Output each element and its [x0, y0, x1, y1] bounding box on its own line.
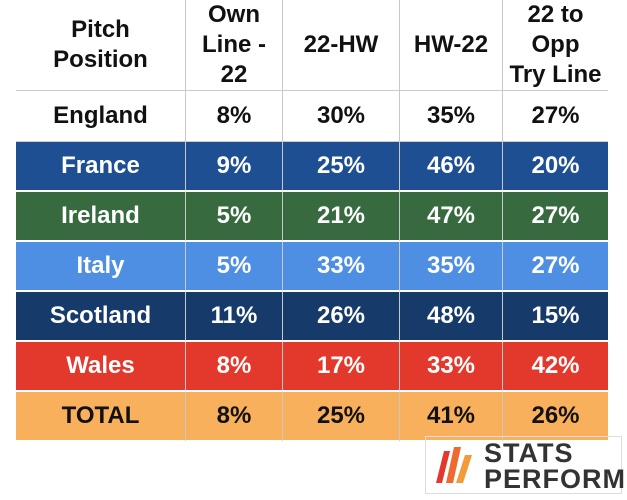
header-line: 22-HW [303, 31, 379, 58]
value-cell: 15% [503, 292, 608, 342]
value-cell: 27% [503, 192, 608, 242]
table-row: Italy 5% 33% 35% 27% [16, 242, 608, 292]
value-cell: 26% [503, 392, 608, 442]
value-cell: 5% [186, 192, 283, 242]
team-cell: TOTAL [16, 392, 186, 442]
team-cell: Scotland [16, 292, 186, 342]
value-cell: 17% [283, 342, 400, 392]
table-row: France 9% 25% 46% 20% [16, 142, 608, 192]
value-cell: 35% [400, 242, 503, 292]
value-cell: 46% [400, 142, 503, 192]
value-cell: 9% [186, 142, 283, 192]
logo-text: PERFORM [484, 464, 626, 494]
value-cell: 30% [283, 91, 400, 142]
header-cell: HW-22 [400, 0, 503, 91]
value-cell: 25% [283, 142, 400, 192]
value-cell: 8% [186, 392, 283, 442]
value-cell: 42% [503, 342, 608, 392]
value-cell: 47% [400, 192, 503, 242]
table: Pitch Position Own Line - 22 22-HW HW-22 22 to… [16, 0, 608, 442]
header-cell: Pitch Position [16, 0, 186, 91]
team-cell: France [16, 142, 186, 192]
logo-icon [436, 447, 472, 483]
value-cell: 11% [186, 292, 283, 342]
value-cell: 41% [400, 392, 503, 442]
header-line: Line - 22 [202, 31, 266, 88]
value-cell: 8% [186, 342, 283, 392]
header-cell: 22-HW [283, 0, 400, 91]
logo-text: STATS [484, 438, 574, 468]
value-cell: 26% [283, 292, 400, 342]
header-row: Pitch Position Own Line - 22 22-HW HW-22 22 to… [16, 0, 608, 91]
value-cell: 33% [400, 342, 503, 392]
value-cell: 35% [400, 91, 503, 142]
value-cell: 27% [503, 91, 608, 142]
value-cell: 8% [186, 91, 283, 142]
header-cell: Own Line - 22 [186, 0, 283, 91]
header-line: Position [53, 46, 148, 73]
value-cell: 21% [283, 192, 400, 242]
value-cell: 25% [283, 392, 400, 442]
team-cell: Wales [16, 342, 186, 392]
value-cell: 5% [186, 242, 283, 292]
header-line: Try Line [509, 61, 602, 88]
value-cell: 33% [283, 242, 400, 292]
header-line: 22 to Opp [527, 1, 584, 58]
team-cell: Italy [16, 242, 186, 292]
table-row: TOTAL 8% 25% 41% 26% [16, 392, 608, 442]
logo: STATS PERFORM [425, 436, 625, 494]
value-cell: 27% [503, 242, 608, 292]
header-line: Own [208, 1, 260, 28]
team-cell: England [16, 91, 186, 142]
header-line: HW-22 [413, 31, 489, 58]
team-cell: Ireland [16, 192, 186, 242]
table-row: Ireland 5% 21% 47% 27% [16, 192, 608, 242]
header-line: Pitch [71, 16, 130, 43]
table-row: Wales 8% 17% 33% 42% [16, 342, 608, 392]
table-row: Scotland 11% 26% 48% 15% [16, 292, 608, 342]
table-row: England 8% 30% 35% 27% [16, 91, 608, 142]
value-cell: 20% [503, 142, 608, 192]
header-cell: 22 to Opp Try Line [503, 0, 608, 91]
value-cell: 48% [400, 292, 503, 342]
